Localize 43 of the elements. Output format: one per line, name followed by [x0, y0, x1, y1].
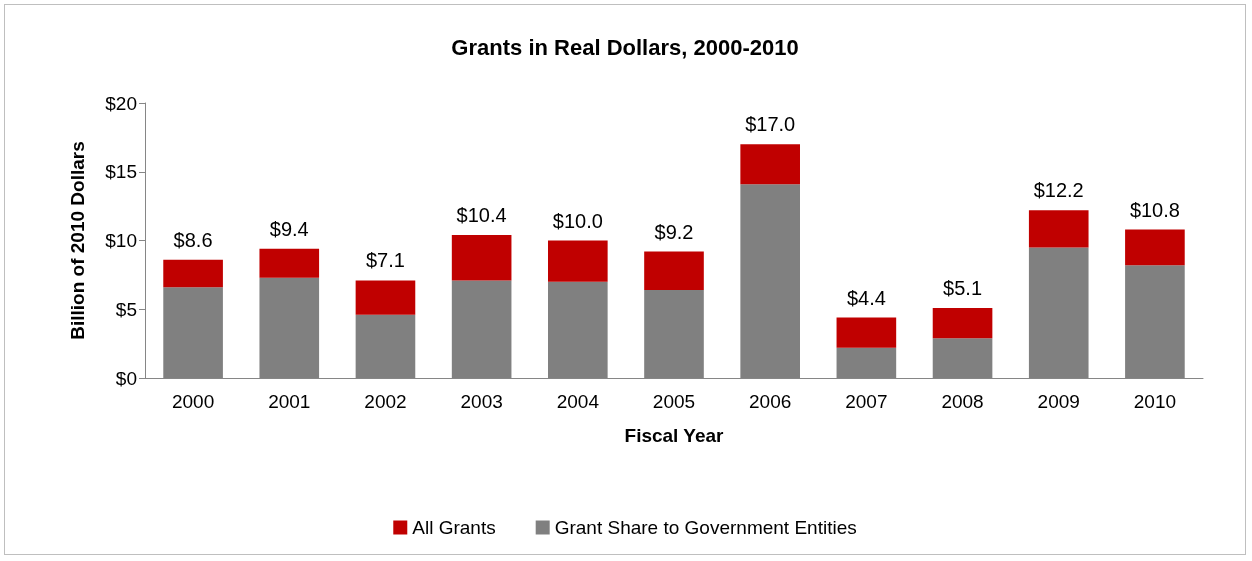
legend-label: All Grants — [412, 517, 496, 538]
x-tick-label: 2010 — [1133, 391, 1177, 412]
x-tick-label: 2004 — [556, 391, 600, 412]
x-tick-label: 2003 — [460, 391, 503, 412]
y-tick-label: $10 — [105, 230, 137, 251]
total-label: $10.4 — [456, 204, 507, 226]
bar — [644, 251, 704, 290]
legend-label: Grant Share to Government Entities — [554, 517, 857, 538]
total-label: $5.1 — [943, 276, 983, 299]
x-tick-label: 2002 — [364, 391, 407, 412]
x-tick-label: 2006 — [749, 391, 792, 412]
total-label: $10.0 — [552, 209, 603, 232]
bar — [355, 280, 416, 315]
total-label: $7.1 — [365, 249, 405, 272]
bar — [548, 240, 608, 282]
chart-title: Grants in Real Dollars, 2000-2010 — [451, 34, 799, 60]
total-label: $17.0 — [745, 113, 796, 136]
x-tick-label: 2008 — [941, 391, 984, 412]
y-axis-title: Billion of 2010 Dollars — [67, 141, 88, 340]
bar — [1125, 229, 1185, 266]
bar — [259, 248, 320, 278]
bar — [836, 317, 897, 348]
total-label: $9.4 — [269, 217, 309, 240]
bar — [1028, 210, 1089, 248]
total-label: $10.8 — [1129, 198, 1180, 221]
y-tick-label: $0 — [115, 367, 137, 389]
total-label: $8.6 — [173, 228, 213, 251]
y-tick-label: $20 — [105, 92, 137, 114]
total-label: $9.2 — [654, 220, 694, 243]
x-tick-label: 2005 — [652, 391, 696, 412]
total-label: $4.4 — [846, 286, 886, 309]
x-tick-label: 2001 — [268, 391, 311, 412]
x-tick-label: 2009 — [1037, 391, 1080, 412]
y-tick-label: $5 — [115, 298, 137, 320]
x-axis-title: Fiscal Year — [624, 425, 725, 446]
x-tick-label: 2000 — [171, 391, 215, 412]
bar — [163, 259, 223, 288]
bar — [932, 307, 993, 339]
total-label: $12.2 — [1033, 179, 1084, 202]
x-tick-label: 2007 — [845, 391, 888, 412]
bar — [740, 144, 800, 185]
bar — [451, 235, 512, 281]
y-tick-label: $15 — [105, 161, 137, 183]
